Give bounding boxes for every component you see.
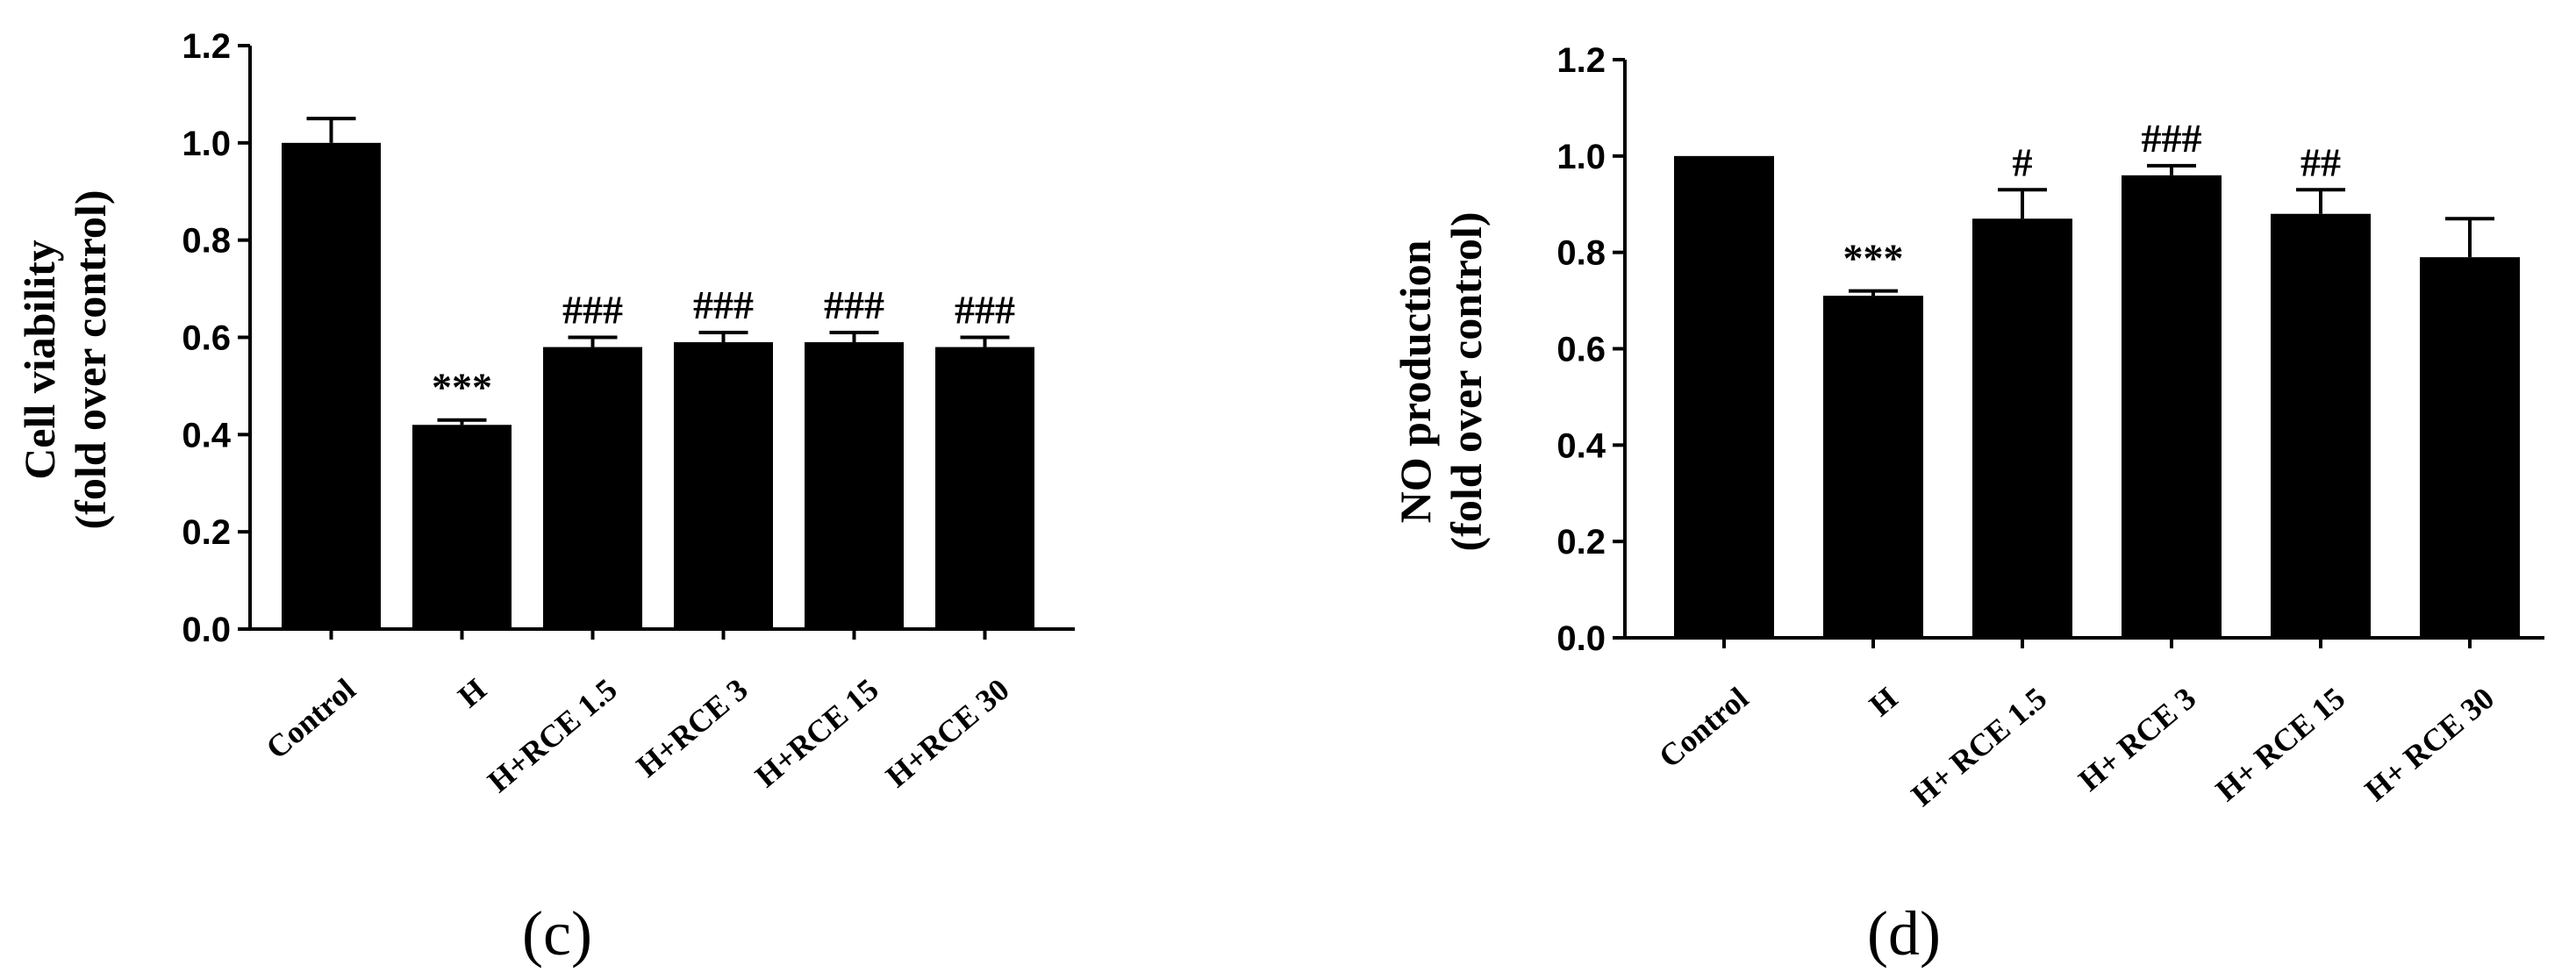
category-label: H+ RCE 3: [2072, 680, 2202, 798]
significance-label: ***: [432, 365, 492, 410]
y-tick-label: 0.0: [1556, 619, 1606, 658]
chart-no-production: NO production (fold over control) 0.0 0.2…: [1391, 41, 2544, 969]
bar: [543, 347, 642, 629]
significance-label: ###: [955, 288, 1015, 333]
category-label: Control: [260, 671, 362, 765]
category-label: H+ RCE 30: [2358, 680, 2501, 807]
y-tick-label: 1.2: [1556, 41, 1606, 80]
significance-label: ###: [562, 288, 623, 333]
y-tick-label: 1.0: [182, 125, 231, 163]
y-tick-label: 0.8: [1556, 234, 1606, 273]
category-label: H: [451, 671, 492, 714]
significance-label: ###: [824, 283, 884, 327]
category-label: H+ RCE 1.5: [1905, 680, 2053, 812]
y-axis-label-line1: Cell viability: [15, 240, 64, 480]
y-tick-label: 0.4: [1556, 426, 1606, 465]
significance-label: ##: [2301, 139, 2341, 184]
plot-area: 0.0 0.2 0.4 0.6 0.8 1.0 1.2 Control *** H ### H+RCE…: [182, 27, 1075, 799]
y-tick-label: 1.0: [1556, 138, 1606, 176]
panel-label-d: (d): [1867, 898, 1941, 969]
panel-label-c: (c): [522, 898, 592, 969]
significance-label: #: [2013, 139, 2033, 184]
y-tick-label: 0.6: [182, 319, 231, 358]
category-label: H+RCE 1.5: [481, 671, 623, 798]
significance-label: ***: [1843, 236, 1904, 281]
bar: [1823, 296, 1923, 638]
chart-cell-viability: Cell viability (fold over control) 0.00.…: [15, 27, 1075, 969]
bar: [2420, 257, 2520, 638]
bar: [805, 342, 904, 629]
y-tick-label: 0.2: [182, 513, 231, 552]
category-label: H+RCE 30: [879, 671, 1016, 794]
category-label: H+RCE 3: [630, 671, 755, 783]
category-label: Control: [1652, 680, 1755, 774]
y-tick-label: 1.2: [182, 27, 231, 66]
bar: [2122, 175, 2222, 639]
bar: [282, 142, 381, 630]
bar: [1972, 218, 2072, 638]
y-axis-label-line2: (fold over control): [66, 190, 115, 530]
plot-area: 0.0 0.2 0.4 0.6 0.8 1.0 1.2 Control *** H # H+ RCE …: [1556, 41, 2544, 813]
y-tick-label: 0.4: [182, 416, 231, 454]
y-tick-label: 0.6: [1556, 331, 1606, 369]
significance-label: ###: [693, 283, 754, 327]
category-label: H: [1863, 680, 1904, 723]
bar: [1674, 155, 1774, 639]
bar: [412, 425, 512, 629]
y-tick-label: 0.0: [182, 611, 231, 649]
category-label: H+ RCE 15: [2209, 680, 2351, 807]
bar: [935, 347, 1034, 629]
category-label: H+RCE 15: [748, 671, 885, 794]
bar: [2271, 213, 2371, 638]
bar: [674, 342, 773, 629]
y-tick-label: 0.8: [182, 222, 231, 261]
y-tick-label: 0.2: [1556, 523, 1606, 562]
significance-label: ###: [2142, 116, 2202, 161]
y-axis-label-line1: NO production: [1391, 240, 1440, 523]
y-axis-label-line2: (fold over control): [1442, 212, 1491, 552]
